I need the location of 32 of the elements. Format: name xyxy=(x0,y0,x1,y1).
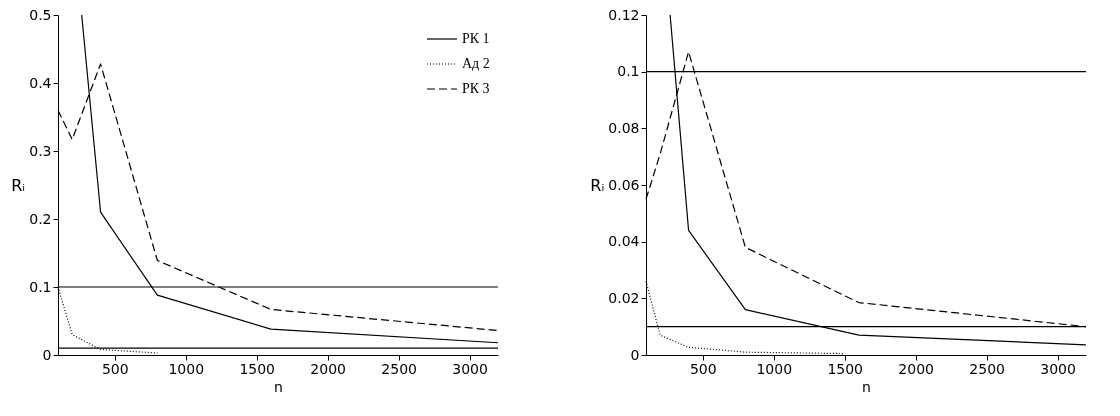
x-tick-label: 2000 xyxy=(310,360,346,377)
y-tick-label: 0.4 xyxy=(29,74,52,91)
legend-label: Ад 2 xyxy=(462,56,490,71)
y-tick-label: 0.3 xyxy=(29,142,52,159)
x-tick-label: 1500 xyxy=(239,360,276,377)
y-tick-label: 0.02 xyxy=(608,289,640,306)
x-axis-title: n xyxy=(274,378,283,395)
x-tick-label: 2500 xyxy=(969,360,1005,377)
x-tick-label: 1000 xyxy=(168,360,205,377)
x-tick-label: 2000 xyxy=(898,360,934,377)
y-tick-label: 0.12 xyxy=(608,6,640,23)
y-tick-label: 0.1 xyxy=(29,278,52,295)
x-tick-label: 3000 xyxy=(1040,360,1076,377)
x-axis-title: n xyxy=(862,378,871,395)
y-axis-title: Rᵢ xyxy=(11,175,26,195)
y-tick-label: 0.04 xyxy=(608,233,640,250)
x-tick-label: 1500 xyxy=(827,360,864,377)
y-tick-label: 0.06 xyxy=(608,176,640,193)
x-tick-label: 1000 xyxy=(756,360,793,377)
y-tick-label: 0 xyxy=(42,346,52,363)
x-tick-label: 500 xyxy=(101,360,129,377)
x-tick-label: 2500 xyxy=(381,360,417,377)
y-tick-label: 0.2 xyxy=(29,210,52,227)
x-tick-label: 500 xyxy=(689,360,717,377)
y-tick-label: 0 xyxy=(630,346,640,363)
legend-label: РК 1 xyxy=(462,31,490,46)
y-tick-label: 0.5 xyxy=(29,6,52,23)
x-tick-label: 3000 xyxy=(452,360,488,377)
y-tick-label: 0.1 xyxy=(617,63,640,80)
legend-label: РК 3 xyxy=(462,81,490,96)
y-tick-label: 0.08 xyxy=(608,119,640,136)
y-axis-title: Rᵢ xyxy=(590,175,605,195)
